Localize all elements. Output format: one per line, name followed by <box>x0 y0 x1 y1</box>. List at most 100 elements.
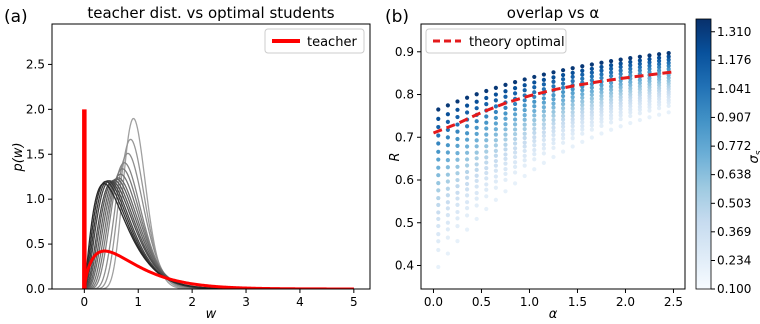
scatter-point-20-9 <box>628 89 633 94</box>
scatter-point-2-10 <box>455 164 460 169</box>
scatter-point-0-0 <box>436 264 441 270</box>
scatter-point-18-12 <box>608 84 614 89</box>
scatter-point-9-9 <box>522 126 527 132</box>
scatter-point-5-15 <box>484 114 489 119</box>
student-curve-9 <box>84 168 354 289</box>
scatter-point-4-6 <box>474 173 479 178</box>
scatter-point-21-6 <box>637 96 642 101</box>
scatter-point-8-12 <box>512 117 518 122</box>
scatter-point-9-11 <box>522 117 527 122</box>
scatter-point-20-15 <box>628 70 633 75</box>
scatter-point-4-13 <box>474 131 479 137</box>
scatter-point-8-8 <box>512 136 518 142</box>
scatter-point-2-0 <box>455 239 460 244</box>
scatter-point-6-12 <box>493 127 498 132</box>
scatter-point-6-1 <box>493 185 498 190</box>
scatter-point-22-19 <box>647 53 652 58</box>
scatter-point-20-10 <box>628 86 633 91</box>
colorbar-tick-label-6: 0.503 <box>717 196 751 210</box>
scatter-point-12-2 <box>551 141 556 146</box>
scatter-point-17-13 <box>599 83 604 88</box>
scatter-point-6-19 <box>493 85 498 90</box>
scatter-point-24-1 <box>666 103 671 109</box>
scatter-point-23-13 <box>656 71 662 76</box>
scatter-point-18-2 <box>608 116 614 121</box>
scatter-point-4-5 <box>474 178 479 184</box>
scatter-point-2-15 <box>455 129 460 134</box>
scatter-point-3-8 <box>464 169 470 175</box>
scatter-point-14-2 <box>570 131 575 136</box>
scatter-point-22-8 <box>647 88 652 93</box>
scatter-point-11-17 <box>541 82 546 87</box>
scatter-point-12-17 <box>551 79 556 84</box>
scatter-point-12-6 <box>551 125 556 130</box>
scatter-point-13-10 <box>560 106 566 111</box>
scatter-point-4-4 <box>474 184 479 189</box>
scatter-point-15-3 <box>580 124 585 129</box>
scatter-point-9-7 <box>522 135 527 141</box>
scatter-point-4-9 <box>474 156 479 161</box>
panel-a-x-ticks: 0 1 2 3 4 5 <box>81 289 358 309</box>
scatter-point-1-16 <box>445 127 450 132</box>
scatter-point-8-17 <box>512 91 518 96</box>
scatter-point-3-14 <box>464 131 470 136</box>
scatter-point-10-9 <box>532 122 537 127</box>
panel-a-axes-frame <box>51 23 371 290</box>
scatter-point-9-8 <box>522 131 527 136</box>
scatter-point-10-14 <box>532 99 537 104</box>
scatter-point-24-16 <box>666 60 671 65</box>
scatter-point-9-13 <box>522 108 527 113</box>
panel-b-x-tick-label-0: 0.0 <box>424 295 443 309</box>
scatter-point-2-3 <box>455 209 460 215</box>
scatter-point-8-19 <box>512 79 518 85</box>
scatter-point-0-12 <box>436 165 441 170</box>
scatter-point-0-5 <box>436 216 441 222</box>
scatter-point-14-9 <box>570 106 575 111</box>
student-curve-0 <box>83 182 354 289</box>
scatter-point-7-10 <box>503 132 508 137</box>
scatter-point-21-9 <box>637 87 642 92</box>
panel-b-x-label: α <box>549 307 558 322</box>
scatter-point-15-19 <box>580 64 585 69</box>
scatter-point-22-17 <box>647 60 652 65</box>
scatter-point-12-4 <box>551 132 556 138</box>
scatter-point-1-3 <box>445 220 450 225</box>
scatter-point-5-19 <box>484 88 489 94</box>
scatter-point-19-0 <box>618 124 623 129</box>
scatter-point-12-8 <box>551 117 556 123</box>
scatter-point-7-8 <box>503 142 508 147</box>
scatter-point-0-6 <box>436 210 441 215</box>
colorbar-tick-label-3: 0.907 <box>717 110 751 124</box>
panel-b-y-tick-label-1: 0.5 <box>395 216 414 230</box>
panel-a-x-tick-label-2: 2 <box>188 295 196 309</box>
scatter-point-20-1 <box>628 113 633 119</box>
scatter-point-1-10 <box>445 172 450 177</box>
panel-b-x-tick-label-1: 0.5 <box>472 295 491 309</box>
panel-b-x-ticks: 0.0 0.5 1.0 1.5 2.0 2.5 <box>424 289 683 309</box>
scatter-point-14-5 <box>570 120 575 125</box>
scatter-point-10-6 <box>532 135 537 140</box>
student-curve-1 <box>83 180 354 289</box>
scatter-point-9-2 <box>522 158 527 163</box>
scatter-point-22-0 <box>647 115 652 120</box>
scatter-point-2-6 <box>455 190 460 195</box>
scatter-point-5-10 <box>484 144 489 149</box>
scatter-point-5-5 <box>484 170 489 176</box>
scatter-point-16-16 <box>589 74 594 79</box>
scatter-point-20-12 <box>628 80 633 85</box>
scatter-point-7-11 <box>503 127 508 132</box>
scatter-point-19-19 <box>618 57 623 62</box>
scatter-point-6-0 <box>493 197 498 202</box>
scatter-point-7-17 <box>503 94 508 99</box>
scatter-point-17-16 <box>599 72 604 77</box>
scatter-point-4-1 <box>474 203 479 208</box>
scatter-point-6-11 <box>493 132 498 137</box>
scatter-point-14-17 <box>570 74 575 80</box>
scatter-point-3-12 <box>464 144 470 149</box>
scatter-point-13-8 <box>560 113 566 119</box>
scatter-point-20-16 <box>628 66 633 71</box>
scatter-point-23-11 <box>656 77 662 82</box>
scatter-point-5-4 <box>484 176 489 181</box>
scatter-point-14-12 <box>570 95 575 100</box>
scatter-point-13-3 <box>560 132 566 137</box>
